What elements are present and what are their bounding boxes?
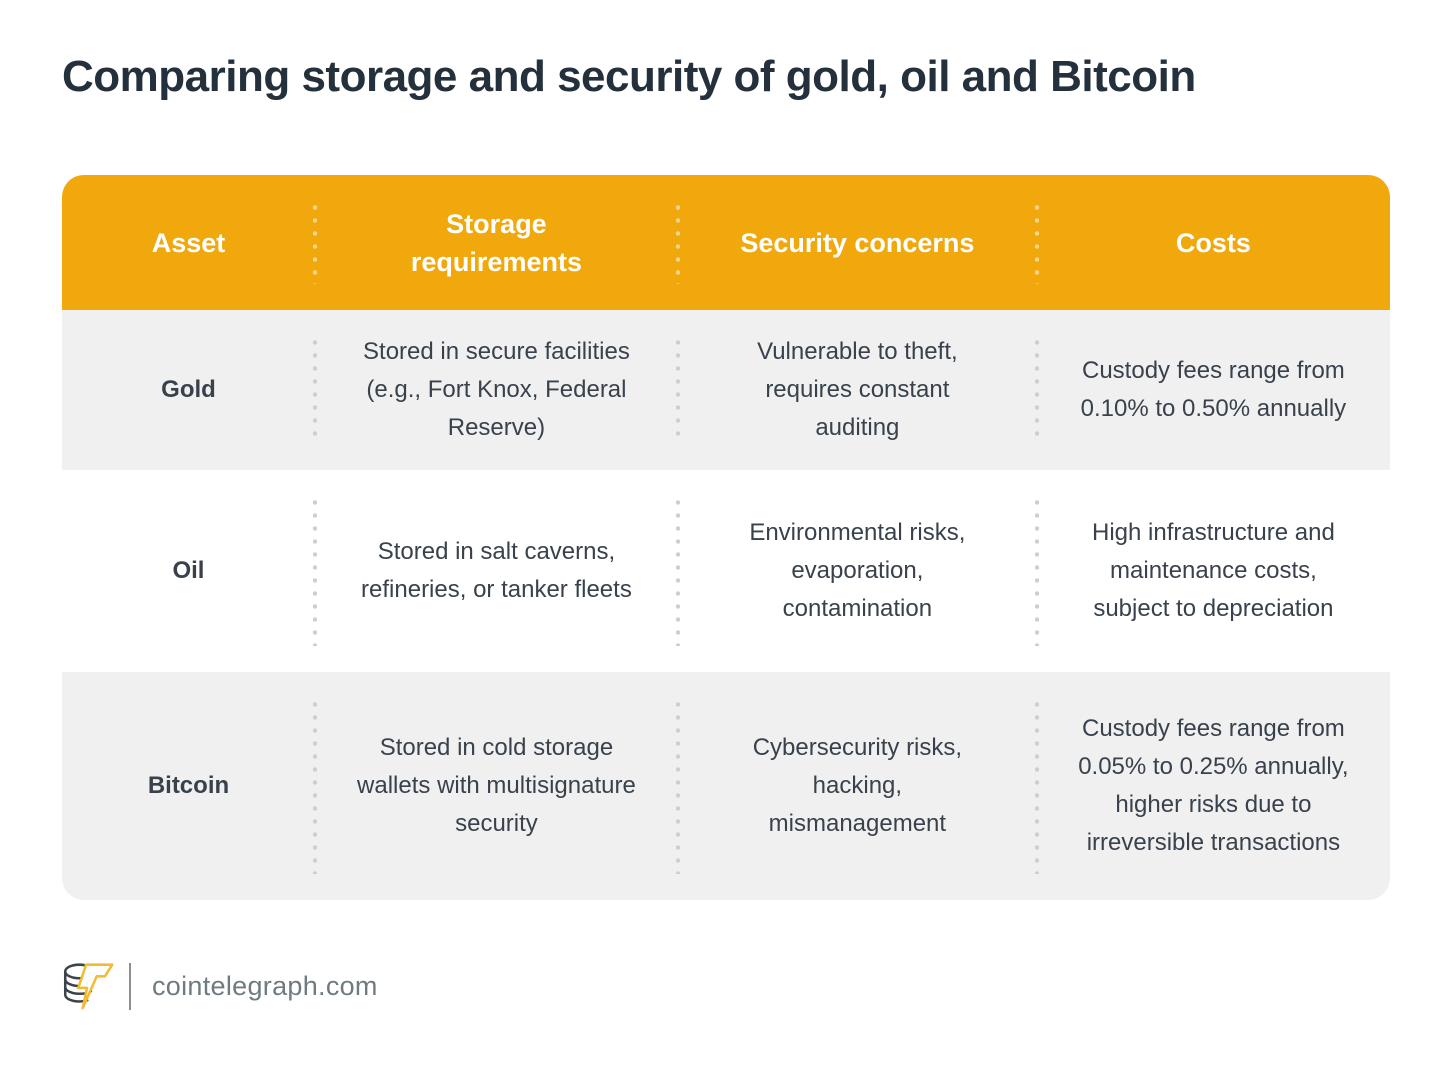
- column-separator: [312, 201, 317, 284]
- bitcoin-costs-text: Custody fees range from 0.05% to 0.25% a…: [1078, 715, 1349, 856]
- column-separator: [1034, 496, 1039, 646]
- gold-costs-cell: Custody fees range from 0.10% to 0.50% a…: [1034, 310, 1390, 470]
- bitcoin-security-text: Cybersecurity risks, hacking, mismanagem…: [752, 734, 963, 837]
- oil-costs-text: High infrastructure and maintenance cost…: [1092, 519, 1335, 622]
- column-separator: [312, 336, 317, 444]
- gold-storage-cell: Stored in secure facilities (e.g., Fort …: [312, 310, 678, 470]
- column-separator: [675, 201, 680, 284]
- column-separator: [1034, 698, 1039, 874]
- footer-branding: cointelegraph.com: [57, 955, 378, 1017]
- header-costs-label: Costs: [1175, 227, 1251, 258]
- bitcoin-costs-cell: Custody fees range from 0.05% to 0.25% a…: [1034, 672, 1390, 900]
- header-storage-label: Storage requirements: [410, 208, 582, 277]
- header-costs: Costs: [1034, 175, 1390, 310]
- header-asset-label: Asset: [151, 227, 226, 258]
- oil-storage-text: Stored in salt caverns, refineries, or t…: [361, 538, 632, 603]
- oil-storage-cell: Stored in salt caverns, refineries, or t…: [312, 470, 678, 672]
- column-separator: [675, 496, 680, 646]
- column-separator: [312, 496, 317, 646]
- header-security-label: Security concerns: [740, 227, 975, 258]
- bitcoin-asset-label: Bitcoin: [147, 772, 230, 799]
- page-title: Comparing storage and security of gold, …: [62, 52, 1196, 101]
- gold-security-text: Vulnerable to theft, requires constant a…: [757, 338, 958, 441]
- cointelegraph-logo-icon: [63, 963, 114, 1010]
- table-header-row: Asset Storage requirements Security conc…: [62, 175, 1390, 310]
- gold-costs-text: Custody fees range from 0.10% to 0.50% a…: [1080, 357, 1347, 422]
- column-separator: [312, 698, 317, 874]
- oil-asset-cell: Oil: [62, 470, 315, 672]
- table-row-gold: Gold Stored in secure facilities (e.g., …: [62, 310, 1390, 470]
- oil-costs-cell: High infrastructure and maintenance cost…: [1034, 470, 1390, 672]
- table-row-bitcoin: Bitcoin Stored in cold storage wallets w…: [62, 672, 1390, 900]
- header-storage-requirements: Storage requirements: [312, 175, 678, 310]
- gold-asset-label: Gold: [161, 376, 216, 403]
- column-separator: [675, 336, 680, 444]
- bitcoin-storage-text: Stored in cold storage wallets with mult…: [357, 734, 636, 837]
- bitcoin-asset-cell: Bitcoin: [62, 672, 315, 900]
- oil-security-text: Environmental risks, evaporation, contam…: [749, 519, 966, 622]
- header-security-concerns: Security concerns: [675, 175, 1037, 310]
- table-row-oil: Oil Stored in salt caverns, refineries, …: [62, 470, 1390, 672]
- footer-divider: [129, 962, 131, 1010]
- column-separator: [675, 698, 680, 874]
- header-asset: Asset: [62, 175, 315, 310]
- column-separator: [1034, 201, 1039, 284]
- oil-security-cell: Environmental risks, evaporation, contam…: [675, 470, 1037, 672]
- bitcoin-security-cell: Cybersecurity risks, hacking, mismanagem…: [675, 672, 1037, 900]
- bitcoin-storage-cell: Stored in cold storage wallets with mult…: [312, 672, 678, 900]
- footer-site-text: cointelegraph.com: [152, 970, 378, 1001]
- gold-storage-text: Stored in secure facilities (e.g., Fort …: [363, 338, 630, 441]
- comparison-table: Asset Storage requirements Security conc…: [62, 175, 1390, 900]
- column-separator: [1034, 336, 1039, 444]
- oil-asset-label: Oil: [172, 557, 205, 584]
- gold-asset-cell: Gold: [62, 310, 315, 470]
- gold-security-cell: Vulnerable to theft, requires constant a…: [675, 310, 1037, 470]
